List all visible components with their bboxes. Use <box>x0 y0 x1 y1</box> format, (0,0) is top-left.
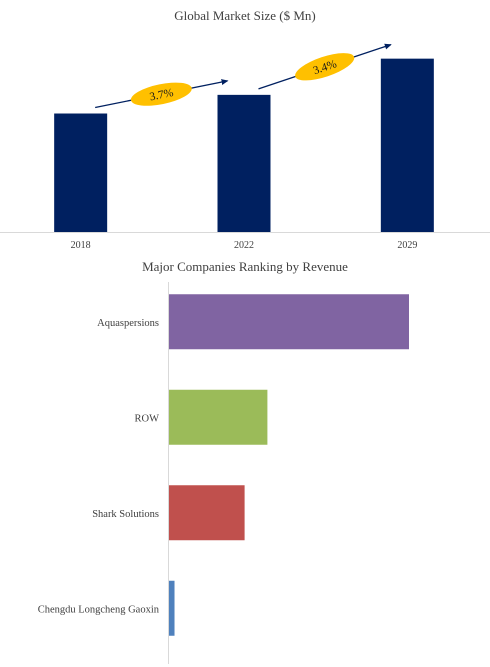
company-label-4: Chengdu Longcheng Gaoxin <box>38 604 160 615</box>
market-bar-2022 <box>217 94 271 232</box>
company-bar-4 <box>169 580 175 636</box>
company-label-3: Shark Solutions <box>92 509 159 520</box>
ranking-chart: Aquaspersions ROW Shark Solutions Chengdu L… <box>38 282 409 664</box>
market-bar-2018 <box>54 113 108 232</box>
ranking-title: Major Companies Ranking by Revenue <box>142 259 348 274</box>
company-bar-2 <box>169 389 268 445</box>
x-tick-2022: 2022 <box>234 240 254 251</box>
company-bar-3 <box>169 485 245 541</box>
company-bar-1 <box>169 294 409 350</box>
company-label-1: Aquaspersions <box>97 318 159 329</box>
x-tick-2018: 2018 <box>71 240 91 251</box>
market-size-title: Global Market Size ($ Mn) <box>174 8 316 23</box>
company-label-2: ROW <box>135 413 160 424</box>
market-bar-2029 <box>380 58 434 232</box>
x-tick-2029: 2029 <box>397 240 417 251</box>
cagr-badge-2 <box>295 53 355 81</box>
cagr-label-1: 3.7% <box>149 87 175 104</box>
cagr-badge-1 <box>130 82 192 106</box>
